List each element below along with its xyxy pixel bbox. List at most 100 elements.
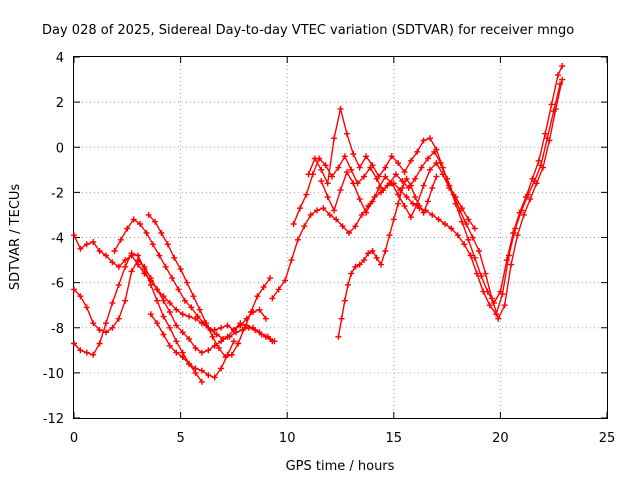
- data-point: [465, 216, 472, 223]
- series-6: [147, 311, 237, 381]
- data-point: [346, 230, 352, 236]
- data-point: [109, 259, 116, 266]
- data-point: [267, 275, 274, 282]
- data-point: [516, 209, 523, 216]
- data-point: [220, 336, 227, 342]
- data-point: [395, 160, 402, 166]
- data-point: [188, 304, 195, 311]
- data-point: [230, 338, 237, 345]
- y-tick-label: 0: [56, 141, 64, 156]
- data-point: [382, 248, 389, 254]
- data-point: [83, 241, 90, 248]
- data-point: [338, 315, 345, 322]
- data-point: [271, 338, 278, 345]
- data-point: [416, 202, 423, 209]
- x-axis-label: GPS time / hours: [286, 459, 395, 474]
- data-point: [407, 182, 414, 189]
- data-point: [348, 270, 355, 277]
- data-point: [540, 164, 546, 171]
- data-point: [83, 304, 90, 311]
- data-point: [375, 184, 382, 191]
- data-point: [333, 216, 340, 223]
- data-point: [262, 315, 269, 322]
- data-point: [209, 333, 216, 340]
- data-point: [124, 225, 131, 232]
- data-point: [186, 313, 193, 320]
- data-point: [388, 180, 395, 187]
- data-point: [147, 311, 154, 318]
- data-point: [141, 266, 148, 273]
- data-point: [173, 322, 180, 329]
- x-tick-label: 5: [176, 431, 184, 446]
- data-point: [459, 205, 465, 212]
- data-point: [103, 320, 109, 327]
- data-point: [482, 270, 489, 277]
- data-point: [233, 329, 239, 336]
- data-point: [162, 263, 169, 270]
- data-point: [115, 281, 122, 288]
- data-point: [533, 180, 540, 187]
- data-point: [186, 336, 193, 342]
- data-point: [341, 297, 348, 304]
- data-point: [128, 268, 135, 275]
- data-point: [363, 209, 370, 216]
- data-point: [294, 236, 301, 243]
- data-point: [211, 342, 218, 349]
- data-point: [420, 182, 427, 189]
- data-point: [395, 200, 402, 207]
- data-point: [235, 340, 242, 347]
- data-point: [122, 297, 129, 304]
- data-point: [486, 302, 493, 309]
- data-point: [160, 313, 167, 320]
- data-point: [439, 171, 446, 178]
- y-tick-label: -6: [51, 277, 64, 292]
- data-point: [403, 175, 410, 182]
- data-point: [173, 306, 180, 313]
- data-point: [454, 232, 461, 239]
- data-point: [156, 252, 163, 259]
- data-point: [145, 211, 152, 218]
- data-point: [269, 295, 276, 302]
- data-point: [241, 324, 248, 331]
- data-point: [503, 257, 510, 264]
- data-point: [473, 270, 480, 277]
- data-point: [181, 297, 188, 304]
- data-point: [196, 306, 203, 313]
- data-point: [420, 209, 427, 216]
- series-11: [335, 173, 440, 340]
- data-series: [71, 63, 566, 385]
- data-point: [320, 205, 327, 212]
- data-point: [166, 324, 173, 331]
- data-point: [495, 315, 502, 322]
- data-point: [198, 349, 205, 356]
- data-point: [192, 365, 199, 372]
- data-point: [96, 248, 103, 254]
- data-point: [523, 193, 529, 200]
- data-point: [407, 214, 414, 221]
- data-point: [169, 275, 176, 282]
- data-point: [211, 374, 218, 381]
- data-point: [324, 180, 331, 187]
- data-point: [491, 299, 497, 306]
- data-point: [311, 155, 318, 162]
- data-point: [186, 360, 193, 367]
- data-point: [154, 320, 161, 327]
- data-point: [324, 193, 331, 200]
- data-point: [469, 234, 476, 241]
- data-point: [407, 157, 414, 164]
- data-point: [358, 211, 365, 218]
- data-point: [520, 211, 527, 218]
- data-point: [390, 216, 397, 223]
- data-point: [301, 223, 308, 230]
- data-point: [318, 166, 325, 173]
- data-point: [508, 261, 515, 268]
- y-tick-label: -10: [43, 367, 64, 382]
- data-point: [448, 225, 455, 232]
- series-trace: [73, 234, 273, 342]
- data-point: [380, 187, 387, 194]
- data-point: [337, 187, 344, 194]
- data-point: [122, 257, 129, 264]
- data-point: [160, 331, 167, 338]
- series-5: [145, 211, 274, 361]
- data-point: [303, 191, 310, 198]
